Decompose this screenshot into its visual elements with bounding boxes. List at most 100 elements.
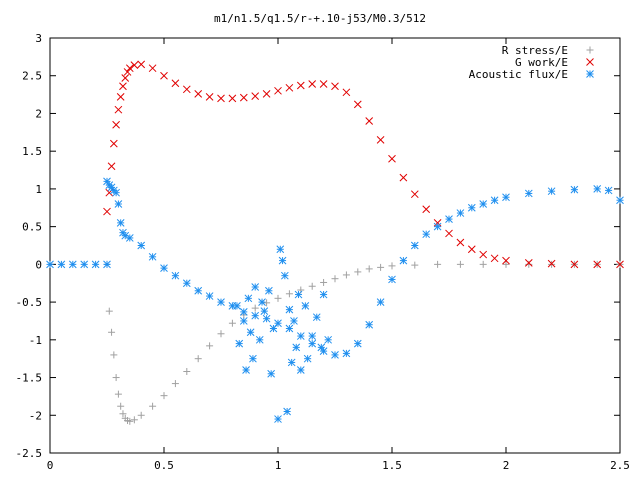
x-tick-label: 0 — [47, 459, 54, 472]
y-tick-label: 2 — [35, 107, 42, 120]
data-point — [251, 92, 260, 100]
data-point — [377, 263, 385, 271]
legend-marker — [586, 46, 594, 54]
data-point — [205, 292, 214, 300]
data-point — [490, 196, 499, 205]
data-point — [294, 290, 303, 299]
data-point — [433, 222, 442, 231]
data-point — [260, 307, 269, 315]
data-point — [354, 268, 362, 276]
data-point — [490, 254, 499, 263]
legend-marker — [586, 58, 594, 66]
data-point — [467, 203, 476, 212]
data-point — [422, 205, 431, 214]
data-point — [467, 245, 476, 254]
data-point — [217, 298, 225, 306]
data-point — [114, 200, 123, 208]
data-point — [119, 82, 127, 91]
data-point — [217, 94, 225, 103]
data-point — [308, 80, 317, 88]
data-point — [194, 355, 202, 363]
data-point — [456, 260, 464, 268]
data-point — [593, 185, 602, 193]
data-point — [525, 260, 533, 268]
x-axis: 0 0.5 1 1.5 2 2.5 — [47, 38, 630, 472]
data-point — [258, 298, 266, 306]
data-point — [246, 328, 255, 337]
data-point — [269, 324, 278, 333]
data-point — [251, 283, 260, 291]
data-point — [547, 259, 556, 268]
data-point — [105, 307, 113, 315]
data-point — [108, 328, 116, 336]
data-point — [137, 241, 146, 250]
series-r-stress-e — [103, 260, 624, 425]
data-point — [331, 275, 339, 283]
data-point — [308, 332, 317, 340]
data-point — [183, 368, 191, 376]
data-point — [274, 294, 282, 302]
data-point — [604, 186, 613, 195]
data-point — [251, 311, 260, 320]
data-point — [548, 260, 556, 268]
y-tick-label: 2.5 — [22, 70, 42, 83]
y-tick-label: -0.5 — [16, 296, 43, 309]
x-tick-label: 1.5 — [382, 459, 402, 472]
data-point — [194, 286, 203, 295]
data-point — [290, 317, 298, 325]
y-tick-label: -2.5 — [16, 447, 43, 460]
data-point — [182, 279, 191, 288]
data-point — [171, 380, 179, 388]
data-point — [112, 188, 120, 197]
data-point — [274, 319, 282, 328]
data-point — [119, 410, 127, 418]
data-point — [233, 302, 241, 310]
data-point — [410, 190, 419, 199]
x-tick-label: 2.5 — [610, 459, 630, 472]
data-point — [235, 339, 244, 348]
data-point — [399, 256, 408, 265]
data-point — [103, 260, 111, 269]
data-point — [228, 319, 236, 327]
data-point — [263, 299, 271, 307]
data-point — [80, 260, 89, 269]
data-point — [285, 83, 294, 92]
data-point — [285, 305, 294, 314]
data-point — [137, 411, 145, 419]
data-point — [116, 93, 125, 101]
data-point — [112, 374, 120, 382]
data-point — [171, 271, 180, 280]
data-point — [114, 105, 123, 114]
data-point — [130, 416, 138, 424]
x-tick-label: 2 — [503, 459, 510, 472]
data-point — [285, 324, 294, 333]
y-tick-label: -1.5 — [16, 372, 43, 385]
data-point — [376, 136, 385, 144]
data-point — [262, 314, 271, 323]
data-point — [130, 61, 139, 70]
data-point — [524, 189, 533, 198]
data-point — [422, 230, 431, 239]
data-point — [547, 187, 556, 196]
y-tick-label: 0.5 — [22, 221, 42, 234]
data-point — [342, 88, 351, 97]
data-point — [319, 80, 328, 88]
data-point — [107, 162, 116, 171]
data-point — [114, 390, 122, 398]
data-point — [308, 282, 316, 290]
data-point — [121, 74, 130, 82]
data-point — [244, 294, 253, 303]
data-point — [228, 94, 237, 103]
plot-frame — [49, 37, 621, 454]
data-point — [365, 320, 374, 329]
data-point — [399, 173, 408, 182]
data-point — [593, 260, 602, 269]
data-point — [274, 415, 282, 423]
data-point — [148, 252, 157, 261]
data-point — [296, 81, 305, 90]
data-point — [342, 271, 350, 279]
data-point — [388, 275, 396, 284]
data-point — [616, 260, 624, 269]
data-point — [239, 317, 248, 325]
data-point — [434, 260, 442, 268]
